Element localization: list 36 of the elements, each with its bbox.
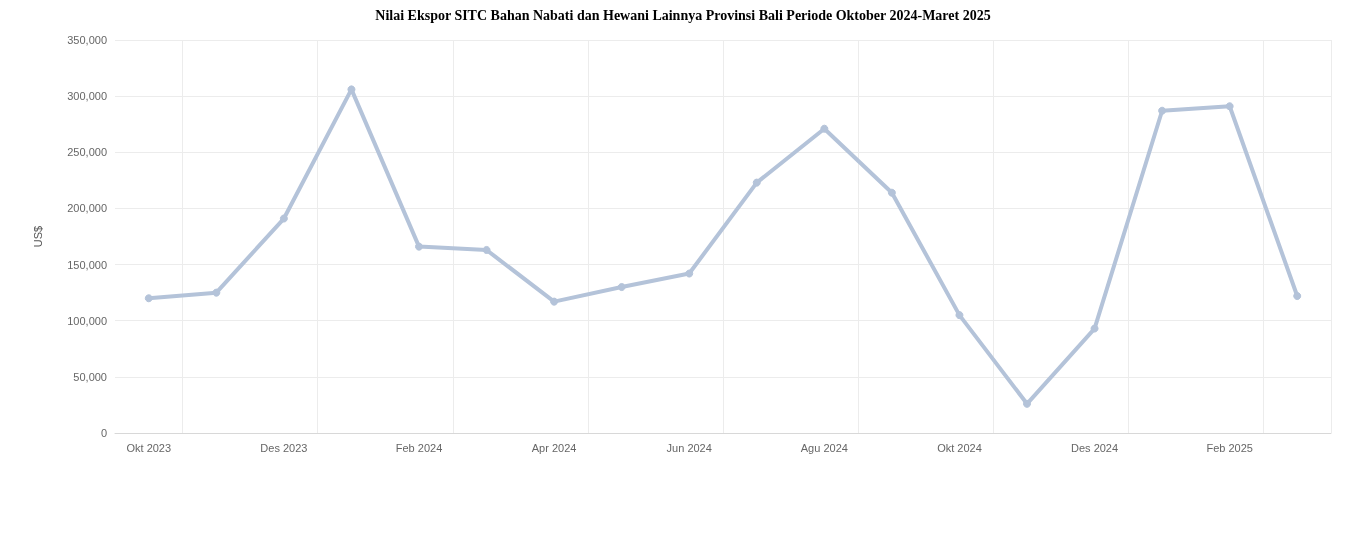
x-tick-label: Agu 2024: [800, 441, 848, 454]
point: [617, 283, 626, 292]
point: [482, 245, 491, 254]
x-tick-label: Des 2024: [1071, 441, 1119, 454]
x-tick-label: Des 2023: [260, 441, 308, 454]
point: [212, 288, 221, 297]
point: [1225, 102, 1234, 111]
point: [1158, 106, 1167, 115]
y-tick-label: 300,000: [67, 90, 107, 103]
x-tick-label: Okt 2024: [937, 441, 982, 454]
y-tick-label: 0: [100, 427, 107, 439]
x-tick-label: Jun 2024: [666, 441, 712, 454]
point: [144, 294, 153, 303]
x-tick-label: Okt 2023: [126, 441, 172, 454]
x-tick-label: Feb 2024: [395, 441, 443, 454]
y-tick-label: 350,000: [67, 34, 107, 46]
x-tick-label: Apr 2024: [531, 441, 577, 454]
point: [1090, 324, 1099, 333]
x-tick-label: Feb 2025: [1206, 441, 1253, 454]
chart-title: Nilai Ekspor SITC Bahan Nabati dan Hewani Lainnya Provinsi Bali Periode Oktober 2024-Maret 2025: [375, 7, 991, 23]
point: [752, 178, 761, 187]
point: [820, 124, 829, 133]
y-tick-label: 100,000: [67, 314, 107, 327]
y-tick-label: 150,000: [67, 258, 107, 271]
y-axis-title: US$: [31, 225, 44, 248]
point: [685, 269, 694, 278]
point: [1023, 399, 1031, 408]
point: [550, 297, 559, 306]
point: [415, 242, 423, 251]
y-tick-label: 250,000: [67, 146, 107, 159]
point: [279, 214, 288, 223]
point: [887, 188, 896, 197]
y-tick-label: 50,000: [73, 370, 107, 383]
point: [955, 311, 964, 320]
point: [1293, 292, 1302, 301]
y-tick-label: 200,000: [67, 202, 107, 215]
